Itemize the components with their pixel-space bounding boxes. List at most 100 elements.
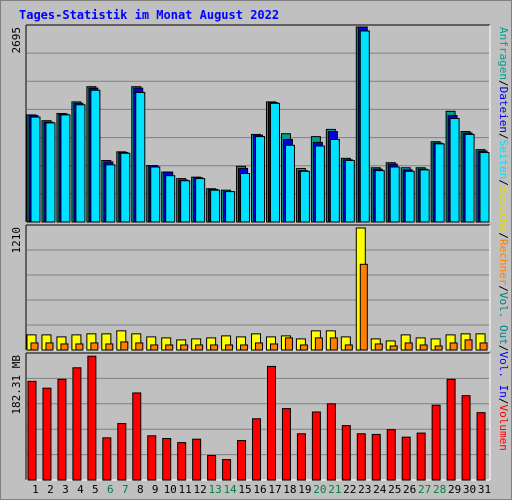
bar-volumen-day-4 — [72, 367, 82, 481]
x-tick-label-day-10: 10 — [164, 483, 177, 496]
bar-volumen-day-12 — [192, 438, 202, 481]
x-tick-label-day-31: 31 — [478, 483, 491, 496]
bar-seiten-day-5 — [90, 89, 101, 223]
bar-seiten-day-20 — [314, 145, 325, 223]
bar-seiten-day-11 — [180, 180, 191, 223]
bar-rechner-day-7 — [120, 341, 129, 351]
x-tick-label-day-21: 21 — [328, 483, 341, 496]
x-tick-label-day-6: 6 — [107, 483, 114, 496]
bar-rechner-day-24 — [374, 343, 383, 351]
bar-seiten-day-3 — [60, 114, 71, 223]
bar-seiten-day-29 — [449, 118, 460, 223]
bar-volumen-day-6 — [102, 437, 112, 481]
bar-volumen-day-21 — [326, 403, 336, 481]
x-tick-label-day-13: 13 — [208, 483, 221, 496]
x-tick-label-day-8: 8 — [137, 483, 144, 496]
bar-rechner-day-26 — [404, 342, 413, 351]
bar-volumen-day-9 — [147, 435, 157, 481]
bar-seiten-day-18 — [284, 144, 295, 223]
x-tick-label-day-3: 3 — [62, 483, 69, 496]
legend-entry-12: Vol. In — [497, 352, 510, 398]
x-tick-label-day-16: 16 — [253, 483, 266, 496]
bar-rechner-day-2 — [45, 342, 54, 351]
bar-seiten-day-1 — [30, 116, 41, 223]
legend-entry-14: Volumen — [497, 405, 510, 451]
legend-entry-9: / — [497, 285, 510, 292]
bar-rechner-day-29 — [449, 342, 458, 351]
bar-rechner-day-13 — [210, 344, 219, 351]
legend-entry-11: / — [497, 345, 510, 352]
legend-entry-0: Anfragen — [497, 27, 510, 80]
bar-seiten-day-6 — [105, 164, 116, 223]
bar-volumen-day-1 — [27, 380, 37, 481]
x-tick-label-day-11: 11 — [179, 483, 192, 496]
bar-volumen-day-3 — [57, 378, 67, 481]
bar-seiten-day-25 — [389, 166, 400, 223]
bar-rechner-day-12 — [195, 344, 204, 351]
bar-seiten-day-22 — [344, 159, 355, 223]
x-tick-label-day-4: 4 — [77, 483, 84, 496]
bar-seiten-day-15 — [240, 173, 251, 223]
chart-title: Tages-Statistik im Monat August 2022 — [19, 8, 280, 22]
bar-seiten-day-19 — [299, 170, 310, 223]
bar-volumen-day-20 — [311, 411, 321, 481]
legend-right: Anfragen/Dateien/Seiten/Besuche/Rechner/… — [497, 27, 510, 451]
bar-seiten-day-24 — [374, 170, 385, 223]
bar-volumen-day-18 — [281, 408, 291, 481]
bar-volumen-day-14 — [222, 459, 232, 481]
bar-seiten-day-16 — [255, 136, 266, 223]
x-tick-label-day-18: 18 — [283, 483, 296, 496]
bar-seiten-day-14 — [225, 191, 236, 223]
bar-volumen-day-10 — [162, 438, 172, 481]
x-tick-label-day-1: 1 — [32, 483, 39, 496]
bar-rechner-day-10 — [165, 344, 174, 351]
bar-rechner-day-17 — [269, 343, 278, 351]
bar-rechner-day-1 — [30, 342, 39, 351]
x-tick-label-day-29: 29 — [448, 483, 461, 496]
panel-middle — [26, 225, 490, 350]
bar-seiten-day-13 — [210, 189, 221, 223]
bar-seiten-day-4 — [75, 104, 86, 223]
bar-rechner-day-11 — [180, 344, 189, 351]
x-tick-label-day-2: 2 — [47, 483, 54, 496]
bar-seiten-day-21 — [329, 139, 340, 223]
legend-entry-2: Dateien — [497, 87, 510, 133]
bar-rechner-day-14 — [225, 344, 234, 351]
x-tick-label-day-25: 25 — [388, 483, 401, 496]
bar-volumen-day-31 — [476, 412, 486, 481]
bar-volumen-day-29 — [446, 378, 456, 481]
bar-rechner-day-21 — [329, 337, 338, 351]
bar-rechner-day-23 — [359, 263, 368, 351]
bar-volumen-day-26 — [401, 436, 411, 481]
bar-rechner-day-3 — [60, 343, 69, 351]
bar-volumen-day-22 — [341, 425, 351, 481]
x-tick-label-day-28: 28 — [433, 483, 446, 496]
bar-rechner-day-31 — [479, 342, 488, 351]
bar-volumen-day-2 — [42, 387, 52, 481]
x-tick-label-day-23: 23 — [358, 483, 371, 496]
legend-entry-1: / — [497, 80, 510, 87]
x-tick-label-day-14: 14 — [223, 483, 237, 496]
x-tick-label-day-9: 9 — [152, 483, 159, 496]
bar-rechner-day-22 — [344, 344, 353, 351]
bar-volumen-day-25 — [386, 429, 396, 481]
bar-volumen-day-11 — [177, 442, 187, 481]
x-tick-label-day-26: 26 — [403, 483, 416, 496]
bar-volumen-day-24 — [371, 433, 381, 481]
x-tick-label-day-5: 5 — [92, 483, 99, 496]
bar-rechner-day-20 — [314, 337, 323, 351]
bar-seiten-day-31 — [479, 152, 490, 223]
bar-volumen-day-23 — [356, 433, 366, 481]
bar-rechner-day-25 — [389, 345, 398, 351]
x-tick-label-day-30: 30 — [463, 483, 476, 496]
x-tick-label-day-12: 12 — [194, 483, 207, 496]
bar-seiten-day-2 — [45, 122, 56, 223]
bar-seiten-day-27 — [419, 169, 430, 223]
bar-seiten-day-7 — [120, 152, 131, 223]
bar-seiten-day-28 — [434, 143, 445, 223]
bar-seiten-day-26 — [404, 170, 415, 223]
x-tick-label-day-7: 7 — [122, 483, 129, 496]
y-axis-max-bottom: 182.31 MB — [10, 355, 23, 415]
bar-rechner-day-28 — [434, 345, 443, 351]
